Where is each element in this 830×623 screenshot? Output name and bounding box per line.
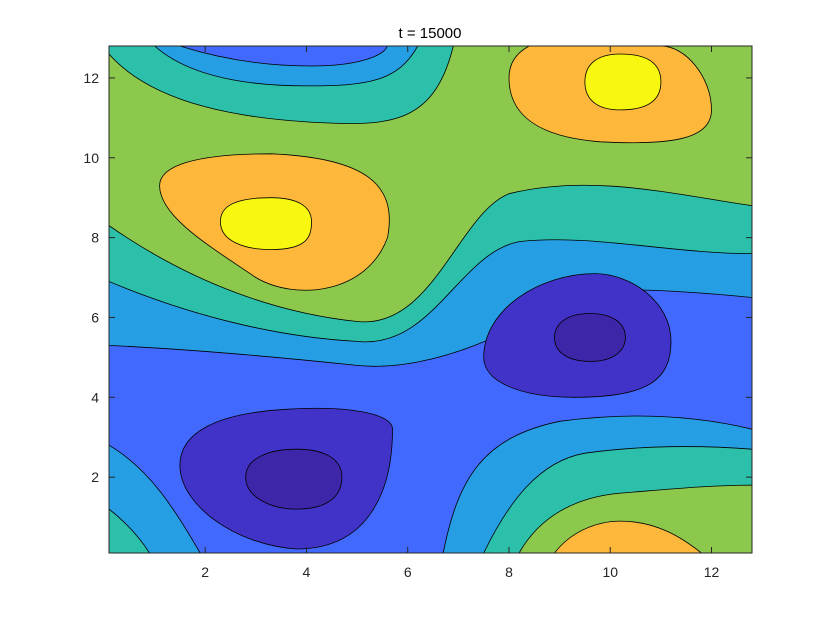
contour-high-region	[553, 520, 703, 553]
contour-band-corner	[109, 444, 201, 553]
contour-peak-region	[219, 197, 312, 251]
contour-trough-region	[554, 313, 626, 362]
y-tick-label: 4	[91, 389, 99, 405]
x-tick-label: 10	[602, 564, 618, 580]
contour-layers	[109, 46, 752, 553]
x-tick-label: 2	[201, 564, 209, 580]
chart-title: t = 15000	[399, 25, 462, 42]
y-tick-label: 6	[91, 309, 99, 325]
x-tick-label: 4	[303, 564, 311, 580]
y-tick-label: 2	[91, 469, 99, 485]
y-tick-label: 8	[91, 230, 99, 246]
contour-trough-region	[245, 448, 343, 510]
axes-frame	[108, 45, 753, 554]
contour-peak-region	[584, 53, 662, 111]
contour-band-top	[179, 46, 388, 67]
x-tick-label: 8	[505, 564, 513, 580]
x-axis-ticks: 2 4 6 8 10 12	[201, 46, 719, 580]
y-axis-ticks: 2 4 6 8 10 12	[83, 70, 752, 485]
x-tick-label: 12	[704, 564, 720, 580]
y-tick-label: 10	[83, 150, 99, 166]
x-tick-label: 6	[404, 564, 412, 580]
y-tick-label: 12	[83, 70, 99, 86]
